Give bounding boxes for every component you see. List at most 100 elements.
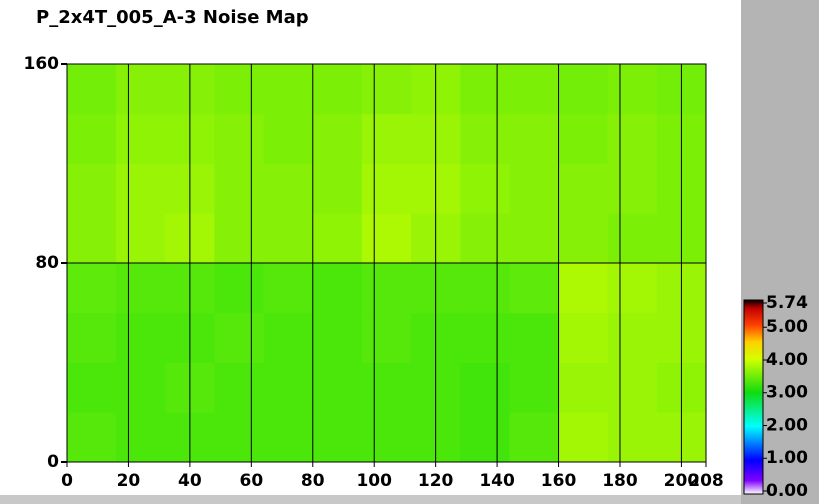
heat-cell	[312, 412, 363, 463]
x-tick-label: 0	[61, 471, 73, 491]
heat-cell	[361, 312, 412, 363]
heat-cell	[607, 263, 658, 314]
colorbar-tick-label: 5.74	[766, 293, 808, 313]
heat-cell	[361, 163, 412, 214]
colorbar-tick-label: 0.00	[766, 481, 808, 501]
heat-cell	[312, 312, 363, 363]
heat-cell	[116, 113, 166, 164]
heat-cell	[116, 64, 166, 115]
heat-cell	[558, 64, 609, 115]
heat-cell	[116, 412, 166, 463]
heat-cell	[558, 362, 609, 413]
x-tick-label: 100	[356, 471, 392, 491]
heat-cell	[312, 263, 363, 314]
heat-cell	[361, 113, 412, 164]
heat-cell	[116, 362, 166, 413]
y-tick-label: 160	[24, 54, 60, 74]
heat-cell	[361, 64, 412, 115]
heat-cell	[116, 213, 166, 264]
x-tick-label: 180	[602, 471, 638, 491]
heat-cell	[67, 263, 117, 314]
colorbar-tick-label: 1.00	[766, 448, 808, 468]
heat-cell	[312, 163, 363, 214]
heat-cell	[312, 113, 363, 164]
heat-cell	[214, 362, 265, 413]
x-tick-label: 40	[178, 471, 202, 491]
heat-cell	[558, 312, 609, 363]
heat-cell	[214, 213, 265, 264]
heat-cell	[607, 362, 658, 413]
heat-cell	[116, 263, 166, 314]
heat-cell	[263, 312, 314, 363]
heat-cell	[460, 412, 510, 463]
heat-cell	[509, 213, 560, 264]
heat-cell	[607, 312, 658, 363]
heat-cell	[116, 312, 166, 363]
heat-cell	[214, 163, 265, 214]
heat-cell	[460, 362, 510, 413]
x-tick-label: 160	[541, 471, 577, 491]
chart-title: P_2x4T_005_A-3 Noise Map	[36, 7, 309, 28]
x-tick-label: 20	[117, 471, 141, 491]
heat-cell	[116, 163, 166, 214]
x-tick-label: 200	[664, 471, 700, 491]
heat-cell	[460, 263, 510, 314]
heat-cell	[263, 113, 314, 164]
heat-cell	[263, 213, 314, 264]
heat-cell	[67, 64, 117, 115]
heat-cell	[263, 412, 314, 463]
y-tick-label: 0	[47, 452, 59, 472]
heat-cell	[263, 163, 314, 214]
heat-cell	[214, 113, 265, 164]
heat-cell	[214, 312, 265, 363]
heat-cell	[263, 64, 314, 115]
heat-cell	[509, 64, 560, 115]
heat-cell	[509, 113, 560, 164]
heat-cell	[214, 64, 265, 115]
heat-cell	[67, 312, 117, 363]
heat-cell	[558, 163, 609, 214]
x-tick-label: 208	[688, 471, 724, 491]
heat-cell	[509, 312, 560, 363]
heat-cell	[361, 263, 412, 314]
heat-cell	[460, 113, 510, 164]
heat-cell	[509, 412, 560, 463]
x-tick-label: 80	[301, 471, 325, 491]
heat-cell	[67, 412, 117, 463]
heat-cell	[607, 412, 658, 463]
heat-cell	[509, 362, 560, 413]
heat-cell	[607, 213, 658, 264]
heat-cell	[67, 113, 117, 164]
heat-cell	[460, 213, 510, 264]
heat-cell	[263, 263, 314, 314]
heat-cell	[361, 362, 412, 413]
x-tick-label: 140	[479, 471, 515, 491]
colorbar-tick-label: 2.00	[766, 415, 808, 435]
heat-cell	[263, 362, 314, 413]
heat-cell	[558, 113, 609, 164]
heat-cell	[312, 213, 363, 264]
colorbar-tick-label: 3.00	[766, 383, 808, 403]
colorbar-tick-label: 4.00	[766, 350, 808, 370]
heat-cell	[361, 213, 412, 264]
heat-cell	[312, 64, 363, 115]
heat-cell	[607, 163, 658, 214]
heat-cell	[67, 163, 117, 214]
heat-cell	[361, 412, 412, 463]
heat-cell	[67, 213, 117, 264]
heat-cell	[558, 213, 609, 264]
heat-cell	[312, 362, 363, 413]
bottom-strip	[0, 495, 741, 504]
heat-cell	[214, 263, 265, 314]
y-tick-label: 80	[35, 253, 59, 273]
heat-cell	[460, 163, 510, 214]
heat-cell	[67, 362, 117, 413]
heat-cell	[460, 312, 510, 363]
x-tick-label: 120	[418, 471, 454, 491]
heat-cell	[558, 263, 609, 314]
heat-cell	[509, 263, 560, 314]
heat-cell	[460, 64, 510, 115]
heat-cell	[607, 64, 658, 115]
heat-cell	[558, 412, 609, 463]
